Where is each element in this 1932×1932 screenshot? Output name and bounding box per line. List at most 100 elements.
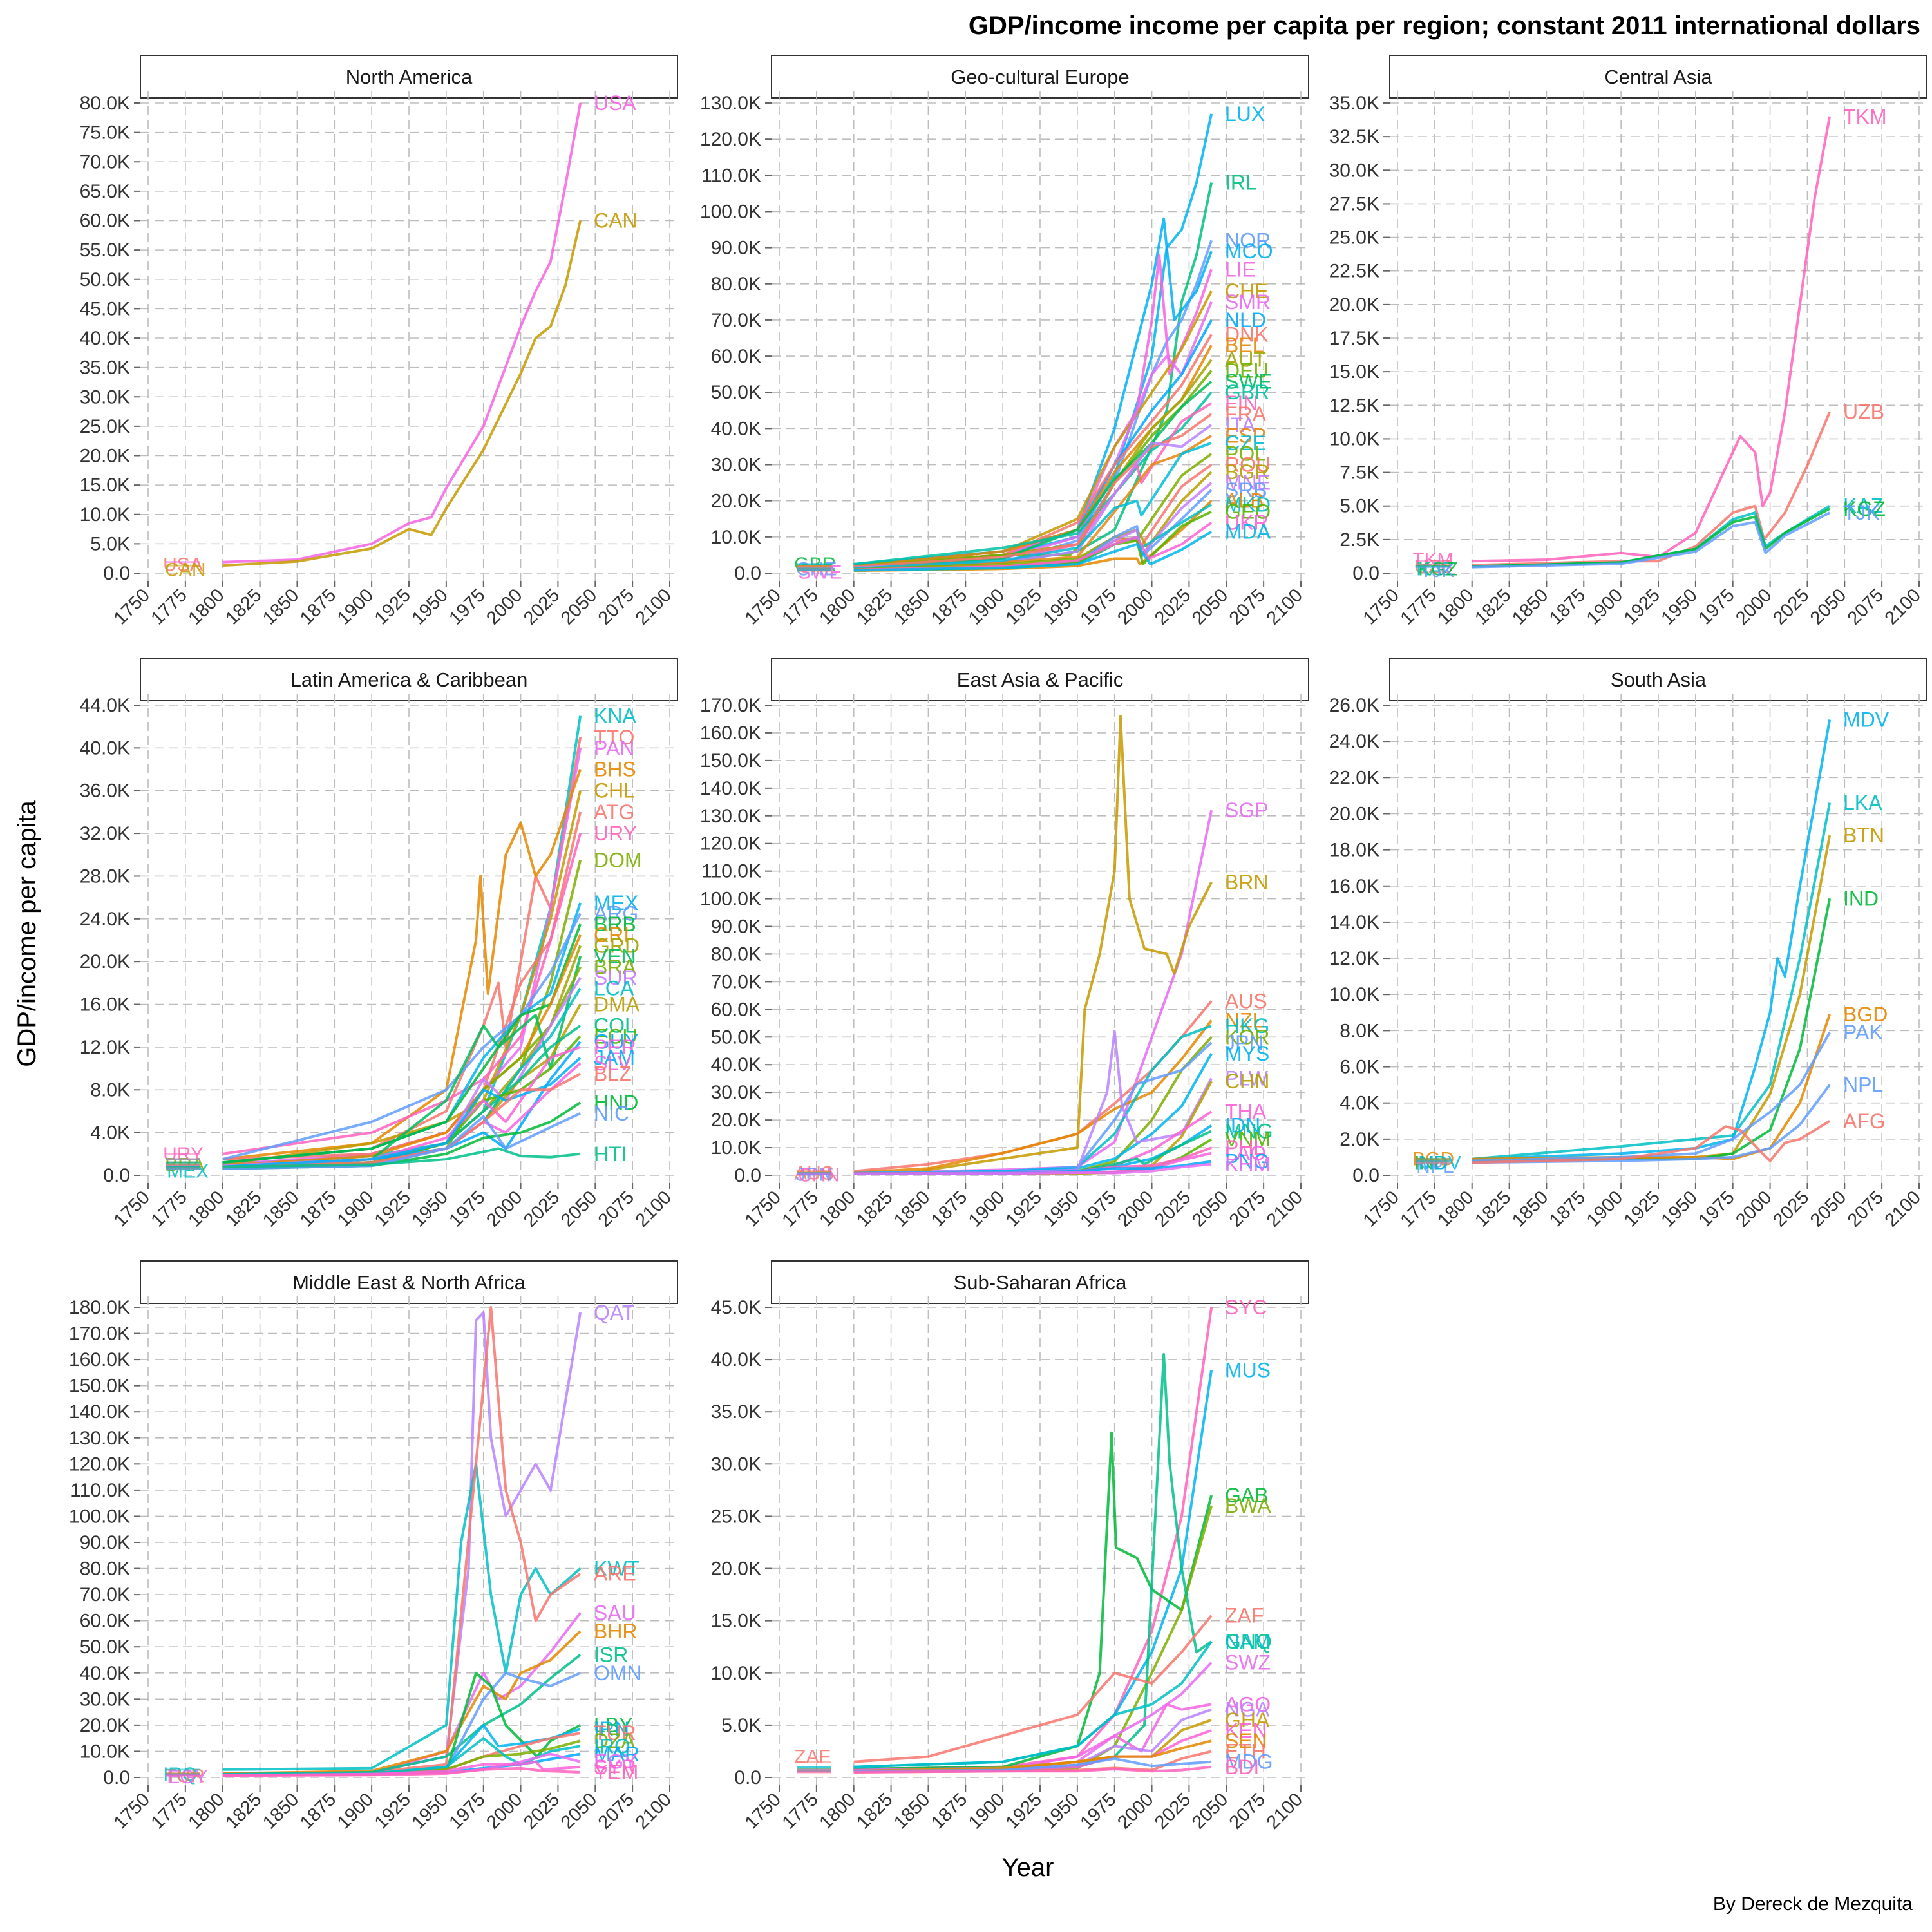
x-tick-label: 1900	[1583, 585, 1627, 629]
x-tick-label: 2075	[1844, 585, 1888, 629]
y-tick-label: 0.0	[103, 1165, 130, 1186]
y-tick-label: 25.0K	[711, 1506, 761, 1527]
series-line	[222, 1311, 582, 1775]
series-end-label: GNQ	[1225, 1630, 1272, 1653]
series-end-label: TUR	[594, 1721, 636, 1745]
series-end-label: MDG	[1225, 1750, 1273, 1774]
series-end-label: GHA	[1225, 1709, 1270, 1732]
y-tick-label: 100.0K	[69, 1506, 130, 1527]
x-tick-label: 1850	[1508, 1187, 1552, 1231]
series-line	[222, 1766, 581, 1777]
x-tick-label: 2075	[594, 1789, 638, 1833]
y-tick-label: 130.0K	[69, 1428, 130, 1449]
facet-panel: North America 0.0 5.0K 10.0K 15.0K 20.0K 25.0K…	[80, 55, 678, 629]
x-tick-label: 1975	[1076, 1789, 1120, 1833]
y-tick-label: 80.0K	[80, 1558, 130, 1580]
x-tick-label: 2000	[482, 1187, 526, 1231]
x-tick-label: 2075	[594, 1187, 638, 1231]
x-tick-label: 2025	[520, 1187, 564, 1231]
x-tick-label: 1925	[1002, 1789, 1046, 1833]
x-tick-label: 2025	[1769, 585, 1813, 629]
x-tick-label: 1750	[110, 1187, 154, 1231]
x-tick-label: 1900	[334, 585, 377, 629]
series-end-label: FRA	[1225, 402, 1267, 426]
series-end-label: ATG	[594, 800, 634, 824]
x-tick-label: 2100	[632, 1187, 676, 1231]
y-tick-label: 27.5K	[1329, 193, 1379, 214]
x-tick-label: 1950	[1039, 585, 1083, 629]
y-tick-label: 50.0K	[711, 1027, 761, 1048]
y-tick-label: 130.0K	[700, 93, 761, 114]
facet-strip-label: East Asia & Pacific	[957, 668, 1123, 691]
series-line	[222, 902, 582, 1164]
y-tick-label: 28.0K	[80, 866, 130, 887]
series-end-label: UKR	[1225, 511, 1269, 534]
x-tick-label: 1850	[259, 585, 303, 629]
series-end-label: USA	[594, 91, 636, 115]
series-end-label: NAM	[1225, 1630, 1271, 1653]
series-start-label: KGZ	[1418, 559, 1458, 580]
y-tick-label: 75.0K	[80, 122, 130, 144]
caption: By Dereck de Mezquita	[1712, 1893, 1913, 1915]
series-end-label: URY	[594, 822, 637, 845]
x-tick-label: 1875	[927, 1187, 971, 1231]
series-end-label: AUT	[1225, 348, 1266, 372]
y-tick-label: 26.0K	[1329, 695, 1379, 716]
series-end-label: ZAF	[1225, 1604, 1264, 1627]
y-tick-label: 4.0K	[1340, 1093, 1379, 1114]
series-end-label: KNA	[594, 705, 636, 728]
y-tick-label: 2.5K	[1340, 529, 1379, 551]
y-tick-label: 55.0K	[80, 240, 130, 261]
y-tick-label: 45.0K	[711, 1297, 761, 1318]
x-tick-label: 1925	[1620, 1187, 1664, 1231]
series-line	[1472, 116, 1832, 563]
series-line	[853, 1640, 1213, 1768]
series-end-label: MUS	[1225, 1358, 1271, 1381]
y-tick-label: 5.0K	[721, 1715, 761, 1736]
series-end-label: IND	[1843, 887, 1879, 910]
series-end-label: BWA	[1225, 1494, 1271, 1517]
series-line	[222, 1072, 582, 1170]
series-end-label: TKM	[1843, 105, 1887, 128]
series-line	[222, 737, 582, 1164]
series-end-label: BGD	[1843, 1003, 1888, 1026]
series-end-label: NPL	[1843, 1074, 1883, 1097]
series-end-label: KEN	[1225, 1719, 1267, 1742]
x-tick-label: 2000	[1113, 1789, 1157, 1833]
x-tick-label: 1850	[259, 1789, 303, 1833]
series-line	[1472, 511, 1831, 569]
facet-panel: Geo-cultural Europe 0.0 10.0K 20.0K 30.0K 40.…	[700, 55, 1309, 629]
series-end-label: IRN	[594, 1718, 629, 1741]
series-line	[853, 1025, 1212, 1175]
x-tick-label: 2050	[1188, 585, 1232, 629]
x-tick-label: 1950	[408, 1187, 452, 1231]
x-tick-label: 1825	[222, 1789, 265, 1833]
series-end-label: BHR	[594, 1620, 638, 1643]
y-tick-label: 70.0K	[80, 1584, 130, 1605]
series-end-label: ESP	[1225, 424, 1266, 448]
series-end-label: DOM	[594, 849, 642, 872]
facet-strip-label: Latin America & Caribbean	[290, 668, 528, 691]
series-end-label: BGR	[1225, 460, 1269, 484]
series-end-label: ALB	[1225, 489, 1264, 513]
series-end-label: SEN	[1225, 1729, 1267, 1752]
x-tick-label: 1775	[147, 1789, 191, 1833]
facet-panel: Central Asia 0.0 2.5K 5.0K 7.5K 10.0K 12.5K 15.…	[1329, 55, 1927, 629]
x-tick-label: 1900	[965, 585, 1009, 629]
y-tick-label: 15.0K	[1329, 361, 1379, 383]
x-tick-label: 2025	[1151, 1187, 1195, 1231]
series-line	[853, 1703, 1212, 1773]
series-end-label: ITA	[1225, 413, 1256, 437]
series-line	[853, 530, 1213, 572]
y-tick-label: 40.0K	[80, 1663, 130, 1684]
x-tick-label: 2025	[520, 1789, 564, 1833]
series-line	[222, 715, 582, 1166]
x-tick-label: 1775	[147, 1187, 191, 1231]
series-end-label: CRI	[594, 923, 629, 947]
x-tick-label: 1925	[371, 1187, 415, 1231]
y-tick-label: 50.0K	[80, 1636, 130, 1658]
y-tick-label: 45.0K	[80, 298, 130, 319]
series-end-label: ROU	[1225, 453, 1271, 477]
y-tick-label: 8.0K	[1340, 1020, 1379, 1041]
